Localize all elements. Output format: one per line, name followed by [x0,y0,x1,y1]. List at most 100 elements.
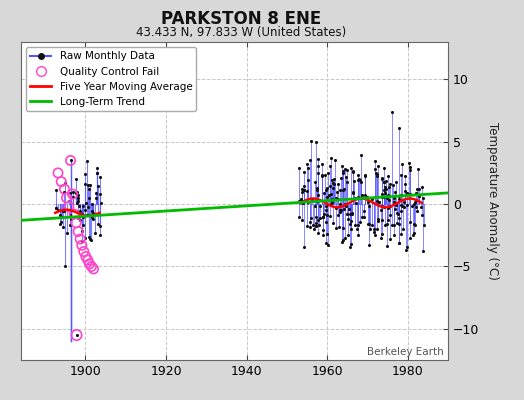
Point [418,184,427,190]
Point [74,215,82,221]
Point [405,160,413,166]
Point [400,199,408,205]
Point [74,228,82,235]
Point [378,175,387,182]
Point [346,164,355,171]
Point [74,195,83,202]
Point [395,214,403,221]
Point [88,214,96,220]
Point [319,232,328,238]
Point [318,172,326,178]
Point [94,221,103,227]
Point [395,125,403,131]
Point [354,176,362,183]
Point [73,189,81,195]
Point [312,214,320,220]
Point [332,195,341,201]
Point [414,166,422,172]
Point [395,240,403,246]
Point [298,186,306,192]
Point [369,226,378,232]
Point [74,198,82,205]
Point [400,204,408,210]
Point [316,214,324,221]
Point [349,168,357,175]
Point [67,216,75,223]
Point [347,210,356,216]
Point [52,205,61,212]
Point [80,234,89,241]
Point [79,213,88,220]
Point [57,178,66,185]
Point [321,171,329,178]
Point [312,139,320,145]
Point [377,235,385,242]
Point [386,203,395,209]
Point [329,184,337,191]
Point [371,158,379,164]
Point [385,184,393,190]
Point [374,216,382,222]
Point [299,200,308,206]
Point [86,237,95,243]
Point [339,168,347,175]
Point [364,199,373,205]
Point [355,219,364,225]
Point [338,239,346,245]
Point [303,176,312,183]
Point [59,208,68,214]
Point [400,181,409,187]
Point [352,200,360,206]
Point [89,216,97,222]
Point [380,178,388,185]
Point [309,222,317,228]
Point [89,212,97,218]
Point [306,157,314,163]
Point [366,226,374,232]
Point [74,192,82,199]
Point [339,186,347,193]
Point [311,203,320,209]
Point [342,178,351,185]
Point [340,206,348,212]
Point [79,222,87,228]
Point [88,201,96,207]
Point [419,195,427,202]
Point [336,209,344,215]
Point [356,177,364,183]
Point [348,211,356,218]
Point [312,223,320,229]
Point [323,194,332,200]
Point [328,199,336,206]
Point [406,166,414,173]
Point [341,201,350,207]
Point [409,232,417,238]
Point [394,219,402,226]
Point [401,173,409,179]
Point [370,229,378,235]
Point [314,197,323,203]
Point [320,211,328,218]
Point [97,199,105,206]
Point [326,163,334,169]
Point [297,196,305,202]
Point [357,179,365,186]
Point [60,180,69,186]
Point [313,162,322,169]
Point [355,176,364,182]
Point [373,226,381,232]
Point [378,216,386,223]
Point [84,182,93,188]
Point [346,210,355,217]
Point [94,183,102,189]
Point [385,197,393,204]
Point [339,225,347,231]
Point [398,161,406,168]
Point [72,332,81,338]
Point [306,219,314,225]
Point [78,228,86,234]
Point [320,190,328,196]
Text: PARKSTON 8 ENE: PARKSTON 8 ENE [161,10,321,28]
Point [96,174,104,180]
Point [406,235,414,241]
